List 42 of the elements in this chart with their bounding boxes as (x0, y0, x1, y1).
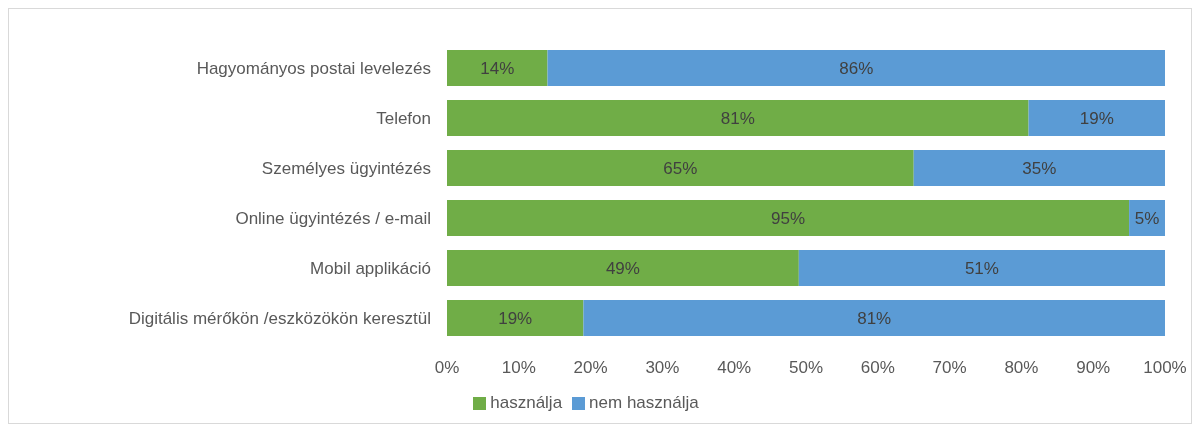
x-tick-label: 60% (860, 358, 895, 378)
data-label: 19% (498, 309, 533, 329)
x-tick-label: 40% (717, 358, 752, 378)
x-tick-label: 30% (645, 358, 680, 378)
x-tick-label: 80% (1004, 358, 1039, 378)
y-tick-label: Online ügyintézés / e-mail (235, 209, 431, 229)
bar (447, 300, 584, 336)
bar (1028, 100, 1165, 136)
x-tick-label: 20% (573, 358, 608, 378)
y-tick-label: Digitális mérőkön /eszközökön keresztül (128, 309, 431, 329)
data-label: 81% (857, 309, 892, 329)
data-label: 65% (663, 159, 698, 179)
data-label: 95% (771, 209, 806, 229)
data-label: 81% (720, 109, 755, 129)
bar (447, 150, 914, 186)
x-tick-label: 50% (788, 358, 824, 378)
bar (447, 50, 548, 86)
y-tick-label: Személyes ügyintézés (261, 159, 431, 179)
x-tick-label: 100% (1143, 358, 1187, 378)
data-label: 14% (480, 59, 515, 79)
x-tick-label: 10% (501, 358, 536, 378)
data-label: 51% (964, 259, 999, 279)
y-tick-label: Mobil applikáció (310, 259, 431, 279)
bar (798, 250, 1165, 286)
data-label: 49% (605, 259, 640, 279)
data-label: 35% (1022, 159, 1057, 179)
data-label: 86% (839, 59, 874, 79)
bar (583, 300, 1165, 336)
bar (447, 250, 799, 286)
x-tick-label: 90% (1076, 358, 1111, 378)
x-tick-label: 70% (932, 358, 967, 378)
bar (547, 50, 1165, 86)
data-label: 19% (1079, 109, 1114, 129)
data-label: 5% (1134, 209, 1160, 229)
legend-label: nem használja (589, 393, 699, 412)
x-tick-label: 0% (434, 358, 460, 378)
bar (447, 100, 1029, 136)
y-tick-label: Hagyományos postai levelezés (196, 59, 431, 79)
legend-label: használja (490, 393, 563, 412)
bar (913, 150, 1165, 186)
y-tick-label: Telefon (376, 109, 431, 129)
bar (447, 200, 1130, 236)
